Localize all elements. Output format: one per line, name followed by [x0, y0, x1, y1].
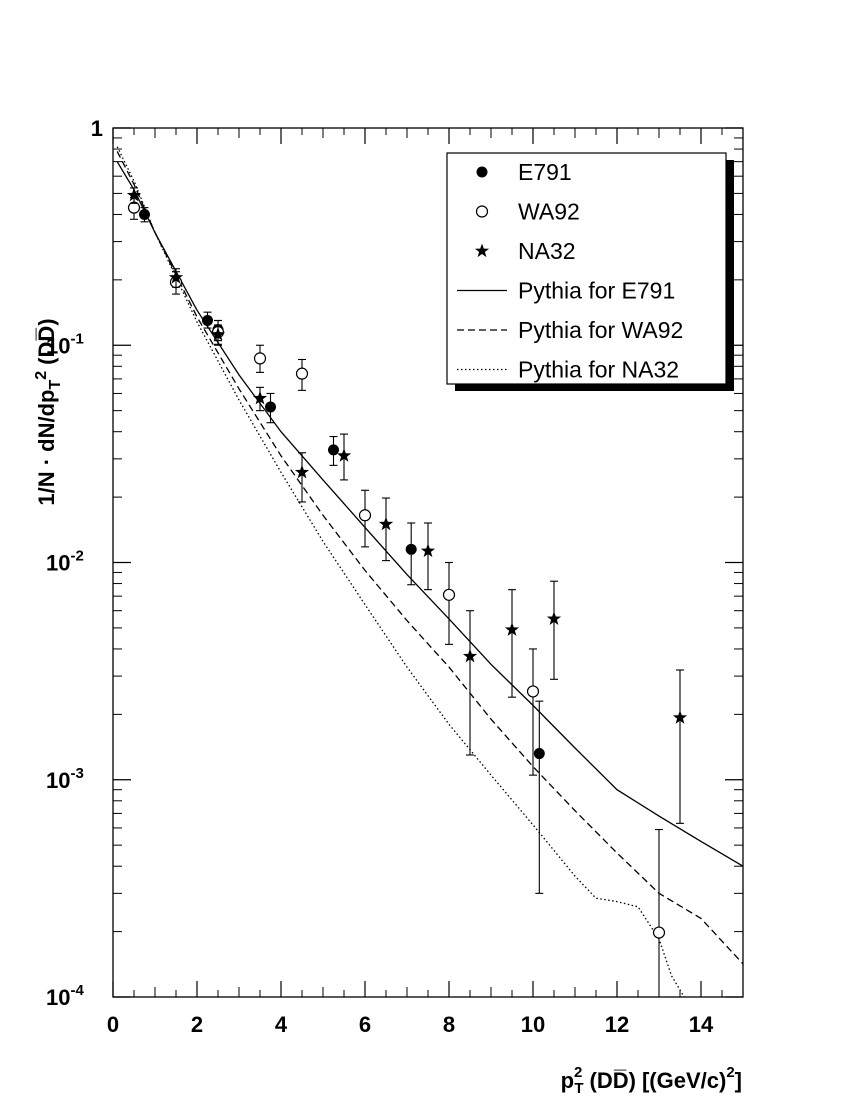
- data-point-e791: [202, 314, 213, 326]
- y-label-sub: T: [47, 380, 64, 390]
- y-tick-exponent: -3: [70, 765, 83, 782]
- data-point-wa92: [358, 509, 372, 522]
- y-label-mid: · dN/dp: [34, 390, 59, 472]
- y-tick-exponent: -2: [70, 548, 83, 565]
- legend-entry-na32: NA32: [474, 238, 576, 264]
- x-label-unit-end: ]: [735, 1068, 742, 1093]
- data-point-na32: [336, 448, 352, 462]
- x-label-main: p: [561, 1068, 574, 1093]
- x-label-unit: [(GeV/c): [642, 1068, 726, 1093]
- data-point-na32: [126, 187, 142, 202]
- curve-pythia-for-e791: [116, 161, 744, 867]
- data-point-e791: [533, 748, 545, 760]
- y-label-prefix: 1/N: [34, 471, 59, 505]
- y-tick-base: 10: [46, 768, 70, 793]
- legend-marker: [475, 205, 489, 218]
- series-na32: [126, 187, 688, 824]
- curve-pythia-for-na32: [116, 146, 685, 998]
- legend-label: Pythia for NA32: [518, 357, 679, 383]
- x-tick-label: 10: [521, 1012, 545, 1037]
- data-point-e791: [139, 208, 150, 220]
- data-point-na32: [168, 270, 184, 284]
- y-tick-label: 10-1: [46, 330, 84, 358]
- y-tick-exponent: -1: [70, 330, 83, 347]
- data-point-na32: [210, 327, 226, 341]
- data-point-wa92: [526, 685, 540, 698]
- x-tick-label: 4: [275, 1012, 288, 1037]
- legend-entry-pythia-for-e791: Pythia for E791: [457, 278, 675, 304]
- data-point-na32: [378, 516, 394, 531]
- legend-entry-pythia-for-na32: Pythia for NA32: [457, 357, 679, 383]
- y-tick-base: 1: [91, 116, 103, 141]
- legend-marker: [474, 243, 490, 258]
- y-tick-exponent: -4: [70, 982, 84, 999]
- y-tick-label: 10-3: [46, 765, 84, 793]
- x-label-sub: T: [574, 1080, 583, 1097]
- x-tick-label: 12: [605, 1012, 629, 1037]
- data-point-na32: [672, 710, 688, 724]
- y-axis-label: 1/N · dN/dpT2 (DD̅): [33, 318, 64, 505]
- data-point-e791: [405, 543, 417, 555]
- legend-box: [446, 152, 727, 385]
- x-tick-label: 6: [359, 1012, 371, 1037]
- x-label-sup: 2: [574, 1064, 582, 1081]
- y-tick-label: 1: [91, 116, 103, 141]
- data-point-wa92: [442, 588, 456, 601]
- data-point-na32: [420, 543, 436, 557]
- x-tick-label: 14: [689, 1012, 714, 1037]
- legend-label: Pythia for E791: [518, 278, 675, 304]
- data-point-e791: [265, 401, 276, 413]
- data-point-na32: [462, 648, 478, 663]
- data-points: [126, 187, 688, 997]
- x-tick-label: 8: [443, 1012, 455, 1037]
- curve-pythia-for-wa92: [116, 151, 744, 965]
- y-tick-label: 10-2: [46, 548, 84, 576]
- y-tick-base: 10: [46, 333, 70, 358]
- y-tick-label: 10-4: [46, 982, 84, 1010]
- series-wa92: [127, 196, 666, 997]
- data-point-wa92: [652, 926, 666, 939]
- model-curves: [116, 146, 744, 998]
- x-tick-label: 2: [191, 1012, 203, 1037]
- data-point-wa92: [295, 367, 309, 380]
- legend-label: E791: [518, 159, 572, 185]
- legend-label: NA32: [518, 238, 576, 264]
- x-label-unit-sup: 2: [726, 1064, 734, 1081]
- legend-entry-wa92: WA92: [475, 199, 580, 225]
- legend-entry-pythia-for-wa92: Pythia for WA92: [457, 317, 683, 343]
- y-label-suffix: (DD̅): [34, 318, 59, 364]
- y-label-sup: 2: [33, 371, 50, 380]
- data-point-na32: [546, 611, 562, 625]
- x-axis-label: p2 T (DD̅) [(GeV/c)2]: [561, 1064, 742, 1097]
- legend-label: Pythia for WA92: [518, 317, 683, 343]
- legend-marker: [476, 166, 488, 178]
- data-point-na32: [294, 464, 310, 479]
- x-label-paren: (DD̅): [590, 1068, 636, 1093]
- legend: E791 WA92 NA32 Pythia for E791 Pythia for WA…: [446, 152, 734, 391]
- legend-items: E791 WA92 NA32 Pythia for E791 Pythia for WA…: [457, 159, 683, 383]
- y-tick-base: 10: [46, 551, 70, 576]
- data-point-e791: [328, 444, 339, 456]
- data-point-na32: [252, 390, 268, 405]
- legend-entry-e791: E791: [476, 159, 572, 185]
- x-tick-label: 0: [107, 1012, 119, 1037]
- data-point-na32: [504, 622, 520, 636]
- data-point-wa92: [253, 352, 267, 365]
- y-tick-base: 10: [46, 985, 70, 1010]
- legend-label: WA92: [518, 199, 580, 225]
